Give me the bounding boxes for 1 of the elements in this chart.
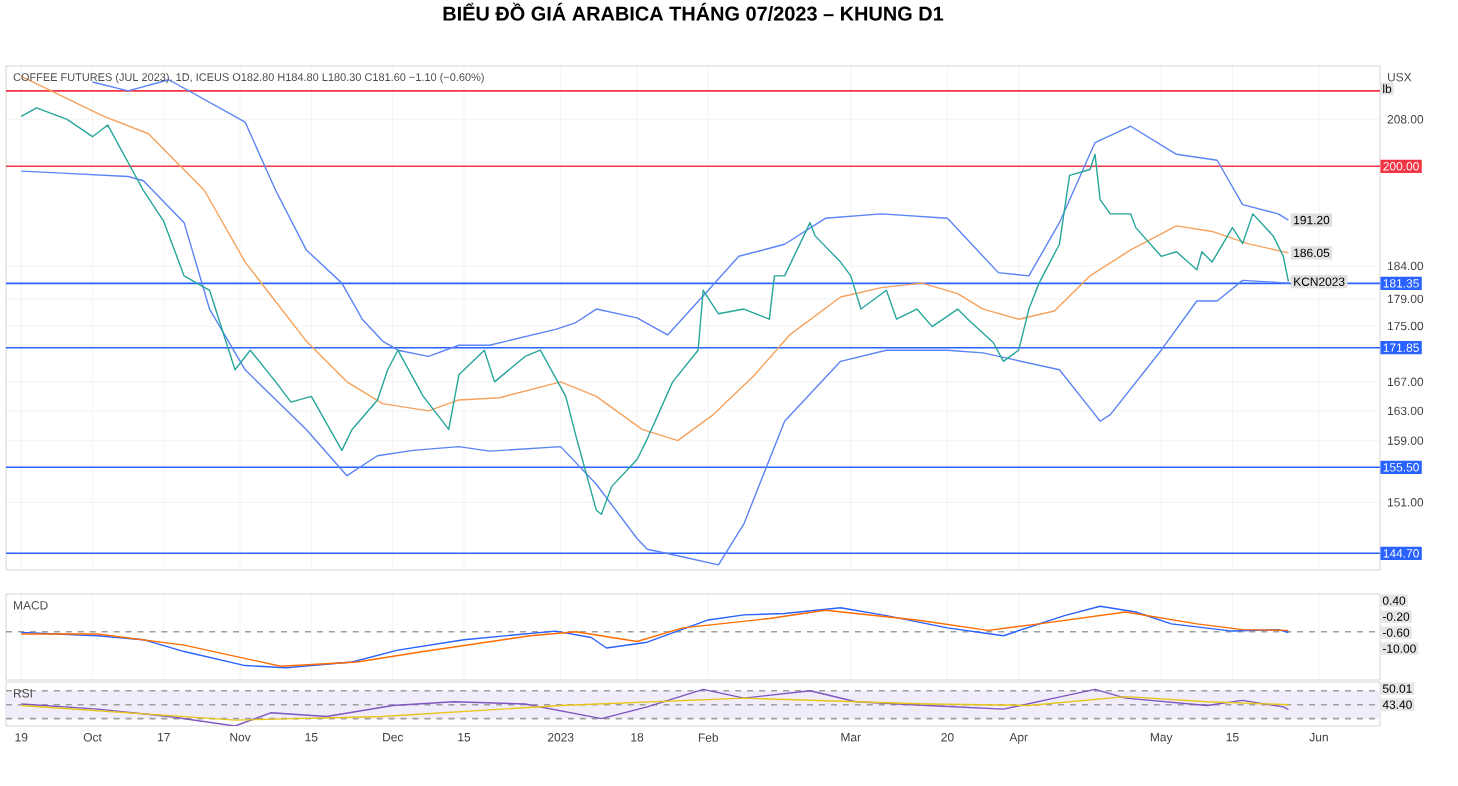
chart-title: BIỂU ĐỒ GIÁ ARABICA THÁNG 07/2023 – KHUNG D1 [443, 2, 944, 21]
